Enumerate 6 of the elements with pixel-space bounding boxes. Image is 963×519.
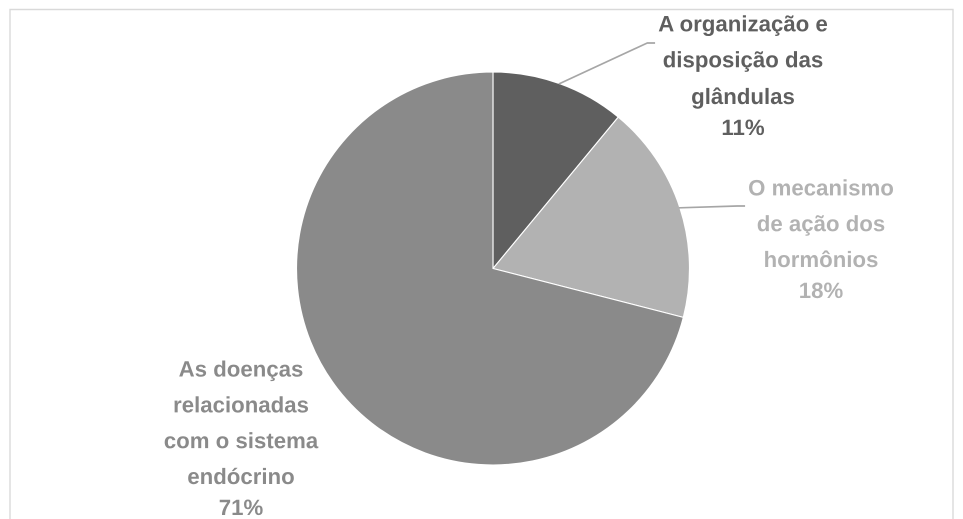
data-label: 11% (722, 120, 764, 136)
data-label: 18% (800, 282, 843, 298)
slice-label: O mecanismo de ação dos hormônios (749, 179, 893, 268)
slice-label: A organização e disposição das glândulas (658, 15, 828, 109)
slice-label: As doenças relacionadas com o sistema endócrino (164, 360, 318, 484)
data-label: 71% (220, 500, 263, 516)
